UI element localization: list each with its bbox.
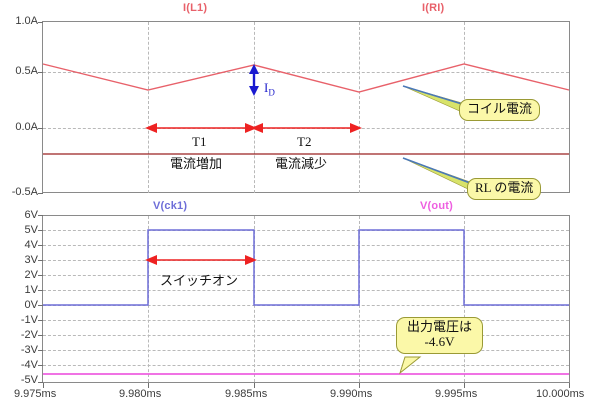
tickmark-y-bot-5V	[38, 230, 43, 231]
tickmark-y-bot-m2V	[38, 335, 43, 336]
label-t1: T1	[192, 134, 207, 149]
xtick-10.000: 10.000ms	[536, 388, 585, 400]
ytick-top-1: 1.0A	[15, 15, 38, 27]
gridline-h-2V	[43, 275, 569, 276]
callout-output-voltage: 出力電圧は -4.6V	[396, 317, 484, 355]
marker-t1-arrow	[145, 123, 257, 133]
tickmark-x-10.000	[569, 383, 570, 388]
current-panel: I(L1) I(RI) 1.0A 0.5A 0.0A -0.5A	[0, 0, 600, 205]
ytick-bot-m5V: -5V	[20, 374, 38, 386]
marker-id-subscript: D	[268, 87, 275, 98]
trace-title-iri[interactable]: I(RI)	[422, 2, 445, 14]
tickmark-y-bot-2V	[38, 275, 43, 276]
gridline-v-9.980	[148, 22, 149, 193]
gridline-h-m3V	[43, 350, 569, 351]
tickmark-y-bot-m4V	[38, 365, 43, 366]
ytick-top-4: -0.5A	[11, 186, 38, 198]
gridline-h-0.5A	[43, 72, 569, 73]
xtick-9.975: 9.975ms	[14, 388, 57, 400]
trace-title-vck1[interactable]: V(ck1)	[153, 200, 188, 212]
voltage-traces	[43, 229, 569, 375]
xtick-9.980: 9.980ms	[119, 388, 162, 400]
marker-id-arrow	[249, 64, 259, 96]
marker-id-label: ID	[264, 80, 275, 98]
callout-coil-leader	[402, 85, 463, 113]
callout-rl-leader	[402, 157, 471, 191]
gridline-h-4V	[43, 245, 569, 246]
gridline-v-9.990	[359, 22, 360, 193]
label-t2-sub: 電流減少	[275, 156, 328, 171]
gridline-v-9.985	[254, 22, 255, 193]
ytick-bot-1V: 1V	[24, 284, 38, 296]
marker-t2-arrow	[251, 123, 362, 133]
voltage-panel: V(ck1) V(out) 6V 5V 4V 3V 2V 1V 0V -1V -…	[0, 200, 600, 415]
callout-coil-current: コイル電流	[459, 99, 541, 121]
current-traces	[42, 63, 570, 191]
ytick-bot-3V: 3V	[24, 254, 38, 266]
tickmark-x-9.975	[43, 383, 44, 388]
ytick-bot-m2V: -2V	[20, 329, 38, 341]
gridline-h-3V	[43, 260, 569, 261]
callout-rl-current: RL の電流	[467, 178, 542, 200]
label-t1-sub: 電流増加	[170, 156, 223, 171]
ytick-bot-m3V: -3V	[20, 344, 38, 356]
tickmark-y-bot-1V	[38, 290, 43, 291]
tickmark-y-bot-m5V	[38, 382, 43, 383]
ytick-bot-m4V: -4V	[20, 359, 38, 371]
ytick-bot-6V: 6V	[24, 209, 38, 221]
ytick-bot-0V: 0V	[24, 299, 38, 311]
tickmark-x-9.995	[464, 383, 465, 388]
trace-vck1	[43, 229, 569, 306]
ytick-top-2: 0.5A	[15, 65, 38, 77]
callout-output-voltage-line1: 出力電圧は	[407, 319, 473, 334]
marker-switch-on-arrow	[145, 255, 257, 265]
xtick-9.985: 9.985ms	[225, 388, 268, 400]
label-t2: T2	[297, 134, 312, 149]
gridline-h-m4V	[43, 365, 569, 366]
tickmark-x-9.985	[254, 383, 255, 388]
tickmark-x-9.990	[359, 383, 360, 388]
tickmark-y-bot-0V	[38, 305, 43, 306]
gridline-h-m2V	[43, 335, 569, 336]
marker-id-letter: I	[264, 80, 269, 95]
ytick-bot-5V: 5V	[24, 224, 38, 236]
gridline-h-5V	[43, 230, 569, 231]
tickmark-y-bot-m1V	[38, 320, 43, 321]
trace-title-il1[interactable]: I(L1)	[183, 2, 208, 14]
xtick-9.990: 9.990ms	[330, 388, 373, 400]
tickmark-x-9.980	[148, 383, 149, 388]
trace-title-vout[interactable]: V(out)	[420, 200, 453, 212]
gridline-h-m1V	[43, 320, 569, 321]
voltage-plot-frame	[42, 215, 570, 383]
tickmark-y-top-2	[38, 72, 43, 73]
trace-il1	[42, 63, 570, 93]
ytick-bot-m1V: -1V	[20, 314, 38, 326]
ytick-bot-2V: 2V	[24, 269, 38, 281]
tickmark-y-top-4	[38, 193, 43, 194]
tickmark-y-top-1	[38, 22, 43, 23]
gridline-h-1V	[43, 290, 569, 291]
tickmark-y-bot-6V	[38, 215, 43, 216]
tickmark-y-bot-3V	[38, 260, 43, 261]
tickmark-y-bot-4V	[38, 245, 43, 246]
tickmark-y-bot-m3V	[38, 350, 43, 351]
xtick-9.995: 9.995ms	[435, 388, 478, 400]
callout-vout-leader	[399, 356, 422, 375]
tickmark-y-top-3	[38, 128, 43, 129]
callout-output-voltage-line2: -4.6V	[424, 333, 455, 349]
ytick-bot-4V: 4V	[24, 239, 38, 251]
label-switch-on: スイッチオン	[160, 273, 239, 288]
ytick-top-3: 0.0A	[15, 121, 38, 133]
